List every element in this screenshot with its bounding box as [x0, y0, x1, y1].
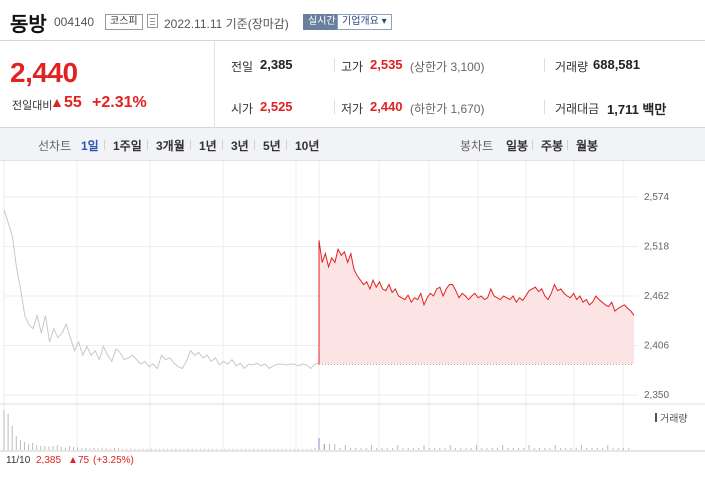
- column-separator: [544, 100, 545, 114]
- tab-separator: [286, 140, 287, 150]
- tab-separator: [222, 140, 223, 150]
- price-chart[interactable]: 2,5742,5182,4622,4062,35011/1110:0011:00…: [0, 161, 705, 455]
- y-tick-label: 2,350: [644, 390, 669, 401]
- tab-weekly[interactable]: 주봉: [541, 139, 564, 153]
- bar-legend-icon: [655, 413, 657, 422]
- current-day-series: [318, 240, 635, 316]
- prev-close-label: 전일: [231, 60, 254, 74]
- stock-name: 동방: [10, 14, 47, 36]
- y-tick-label: 2,406: [644, 341, 669, 352]
- high-value: 2,535: [370, 57, 403, 72]
- tab-separator: [254, 140, 255, 150]
- market-badge: 코스피: [105, 14, 143, 30]
- y-tick-label: 2,462: [644, 291, 669, 302]
- stock-header: 동방 004140 코스피 2022.11.11 기준(장마감) 실시간 기업개…: [0, 0, 705, 40]
- document-icon[interactable]: [147, 14, 158, 28]
- tab-1y[interactable]: 1년: [199, 139, 217, 153]
- open-label: 시가: [231, 102, 254, 116]
- tab-1w[interactable]: 1주일: [113, 139, 142, 153]
- line-chart-label: 선차트: [38, 139, 72, 153]
- volume-legend-label: 거래량: [660, 414, 688, 425]
- tab-separator: [104, 140, 105, 150]
- chevron-down-icon: ▾: [381, 16, 387, 27]
- stock-code: 004140: [54, 15, 95, 29]
- tab-3m[interactable]: 3개월: [156, 139, 185, 153]
- lower-limit: (하한가 1,670): [410, 102, 485, 116]
- column-separator: [334, 58, 335, 72]
- volume-value: 688,581: [593, 57, 640, 72]
- footer-up-arrow-icon: ▲: [68, 455, 78, 466]
- amount-label: 거래대금: [555, 102, 600, 116]
- low-label: 저가: [341, 102, 364, 116]
- price-summary: 2,440 전일대비 ▲ 55 +2.31% 전일 2,385 시가 2,525…: [0, 40, 705, 128]
- up-arrow-icon: ▲: [50, 94, 64, 110]
- amount-value: 1,711 백만: [607, 102, 667, 117]
- change-value: 55: [64, 94, 82, 111]
- volume-label: 거래량: [555, 60, 589, 74]
- column-separator: [334, 100, 335, 114]
- tab-3y[interactable]: 3년: [231, 139, 249, 153]
- column-separator: [544, 58, 545, 72]
- tab-1d[interactable]: 1일: [81, 139, 99, 153]
- tab-separator: [567, 140, 568, 150]
- footer-date: 11/10: [6, 455, 31, 466]
- footer-close: 2,385: [36, 455, 62, 466]
- footer-change: 75: [78, 455, 90, 466]
- realtime-button[interactable]: 실시간: [303, 14, 341, 30]
- current-price: 2,440: [10, 57, 78, 88]
- tab-daily[interactable]: 일봉: [506, 139, 529, 153]
- chart-tabs: 선차트 1일 1주일 3개월 1년 3년 5년 10년 봉차트 일봉 주봉 월봉: [0, 128, 705, 161]
- footer-pct: (+3.25%): [93, 455, 134, 466]
- company-overview-label: 기업개요: [342, 16, 379, 27]
- previous-day-series: [3, 209, 320, 370]
- high-label: 고가: [341, 60, 364, 74]
- tab-10y[interactable]: 10년: [295, 139, 320, 153]
- upper-limit: (상한가 3,100): [410, 60, 485, 74]
- change-percent: +2.31%: [92, 94, 147, 111]
- tab-monthly[interactable]: 월봉: [576, 139, 599, 153]
- y-tick-label: 2,574: [644, 192, 669, 203]
- tab-separator: [532, 140, 533, 150]
- company-overview-button[interactable]: 기업개요 ▾: [337, 14, 392, 30]
- tab-separator: [147, 140, 148, 150]
- candle-chart-label: 봉차트: [460, 139, 494, 153]
- tab-separator: [190, 140, 191, 150]
- change-label: 전일대비: [12, 100, 53, 112]
- base-date: 2022.11.11 기준(장마감): [164, 17, 289, 31]
- current-day-area: [319, 240, 634, 365]
- volume-legend: 거래량: [655, 410, 688, 425]
- y-tick-label: 2,518: [644, 242, 669, 253]
- summary-divider: [214, 41, 215, 128]
- low-value: 2,440: [370, 99, 403, 114]
- open-value: 2,525: [260, 99, 293, 114]
- prev-close-value: 2,385: [260, 57, 293, 72]
- tab-5y[interactable]: 5년: [263, 139, 281, 153]
